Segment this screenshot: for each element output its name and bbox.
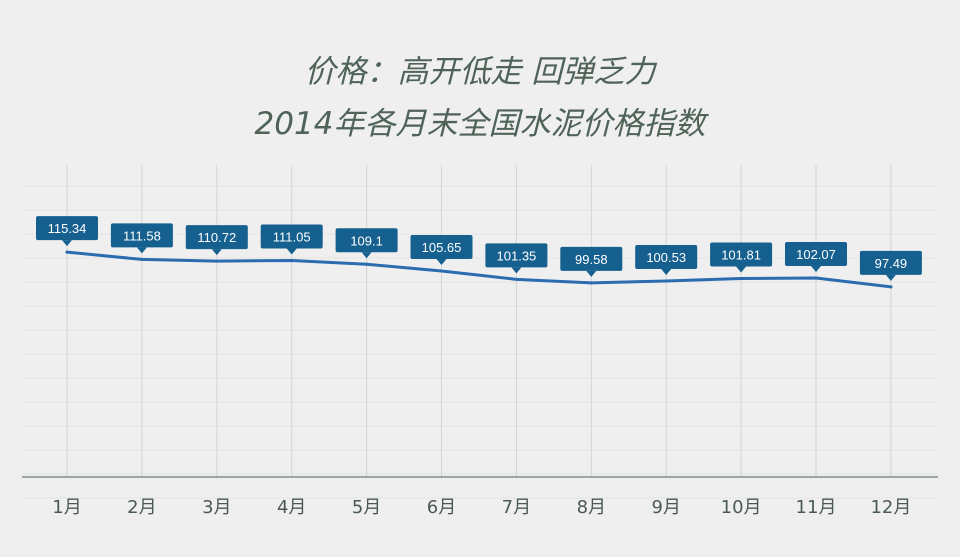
data-label-pointer — [885, 274, 896, 281]
data-label-pointer — [586, 270, 597, 277]
data-point — [514, 277, 518, 281]
data-point — [65, 250, 69, 254]
data-label-box — [185, 225, 248, 250]
data-label-pointer — [736, 266, 747, 273]
data-point — [589, 281, 593, 285]
data-label-box — [485, 243, 548, 268]
data-label-pointer — [211, 249, 222, 256]
x-tick-label: 5月 — [352, 497, 381, 518]
data-label: 111.58 — [123, 228, 161, 243]
data-point — [664, 279, 668, 283]
data-point — [140, 257, 144, 261]
data-point — [739, 276, 743, 280]
data-label-pointer — [136, 247, 147, 254]
data-label: 101.81 — [721, 247, 761, 262]
x-tick-label: 6月 — [427, 497, 456, 518]
data-point — [215, 259, 219, 263]
data-label-box — [410, 234, 473, 259]
chart-title: 价格：高开低走 回弹乏力 — [304, 54, 656, 90]
data-label: 97.49 — [875, 256, 908, 271]
data-label-pointer — [286, 248, 297, 255]
data-label-box — [859, 250, 922, 275]
x-tick-label: 4月 — [277, 497, 306, 518]
data-label-pointer — [436, 258, 447, 265]
data-point — [889, 285, 893, 289]
data-point — [814, 276, 818, 280]
chart-subtitle: 2014年各月末全国水泥价格指数 — [254, 106, 706, 142]
data-label-box — [560, 246, 623, 271]
data-label-pointer — [811, 265, 821, 272]
data-label: 115.34 — [48, 221, 87, 236]
data-label-box — [36, 216, 98, 241]
data-label-box — [110, 223, 173, 248]
data-label: 102.07 — [796, 247, 836, 262]
data-point — [440, 269, 443, 273]
data-label: 101.35 — [497, 248, 537, 263]
data-label: 99.58 — [575, 252, 608, 267]
x-tick-label: 8月 — [577, 497, 606, 518]
data-label-box — [335, 228, 398, 253]
x-tick-label: 3月 — [202, 497, 231, 518]
data-label-box — [710, 242, 773, 267]
data-label: 100.53 — [646, 250, 686, 265]
data-label-box — [635, 244, 698, 269]
series-line — [65, 250, 893, 289]
data-label: 111.05 — [273, 229, 311, 244]
data-label: 105.65 — [422, 240, 462, 255]
x-tick-label: 10月 — [721, 497, 762, 518]
x-tick-label: 11月 — [796, 497, 837, 518]
data-label: 110.72 — [197, 230, 236, 245]
x-tick-label: 9月 — [651, 497, 680, 518]
data-label-pointer — [511, 267, 522, 274]
x-tick-label: 1月 — [52, 497, 81, 518]
x-tick-label: 2月 — [127, 497, 156, 518]
data-point — [365, 262, 369, 266]
x-tick-label: 7月 — [502, 497, 531, 518]
data-point — [290, 258, 294, 262]
x-tick-label: 12月 — [870, 497, 911, 518]
data-label-pointer — [661, 268, 672, 275]
data-label-pointer — [62, 240, 72, 247]
data-label-pointer — [361, 252, 372, 259]
data-label-box — [785, 241, 847, 266]
data-label: 109.1 — [350, 233, 383, 248]
data-label-box — [260, 224, 323, 249]
